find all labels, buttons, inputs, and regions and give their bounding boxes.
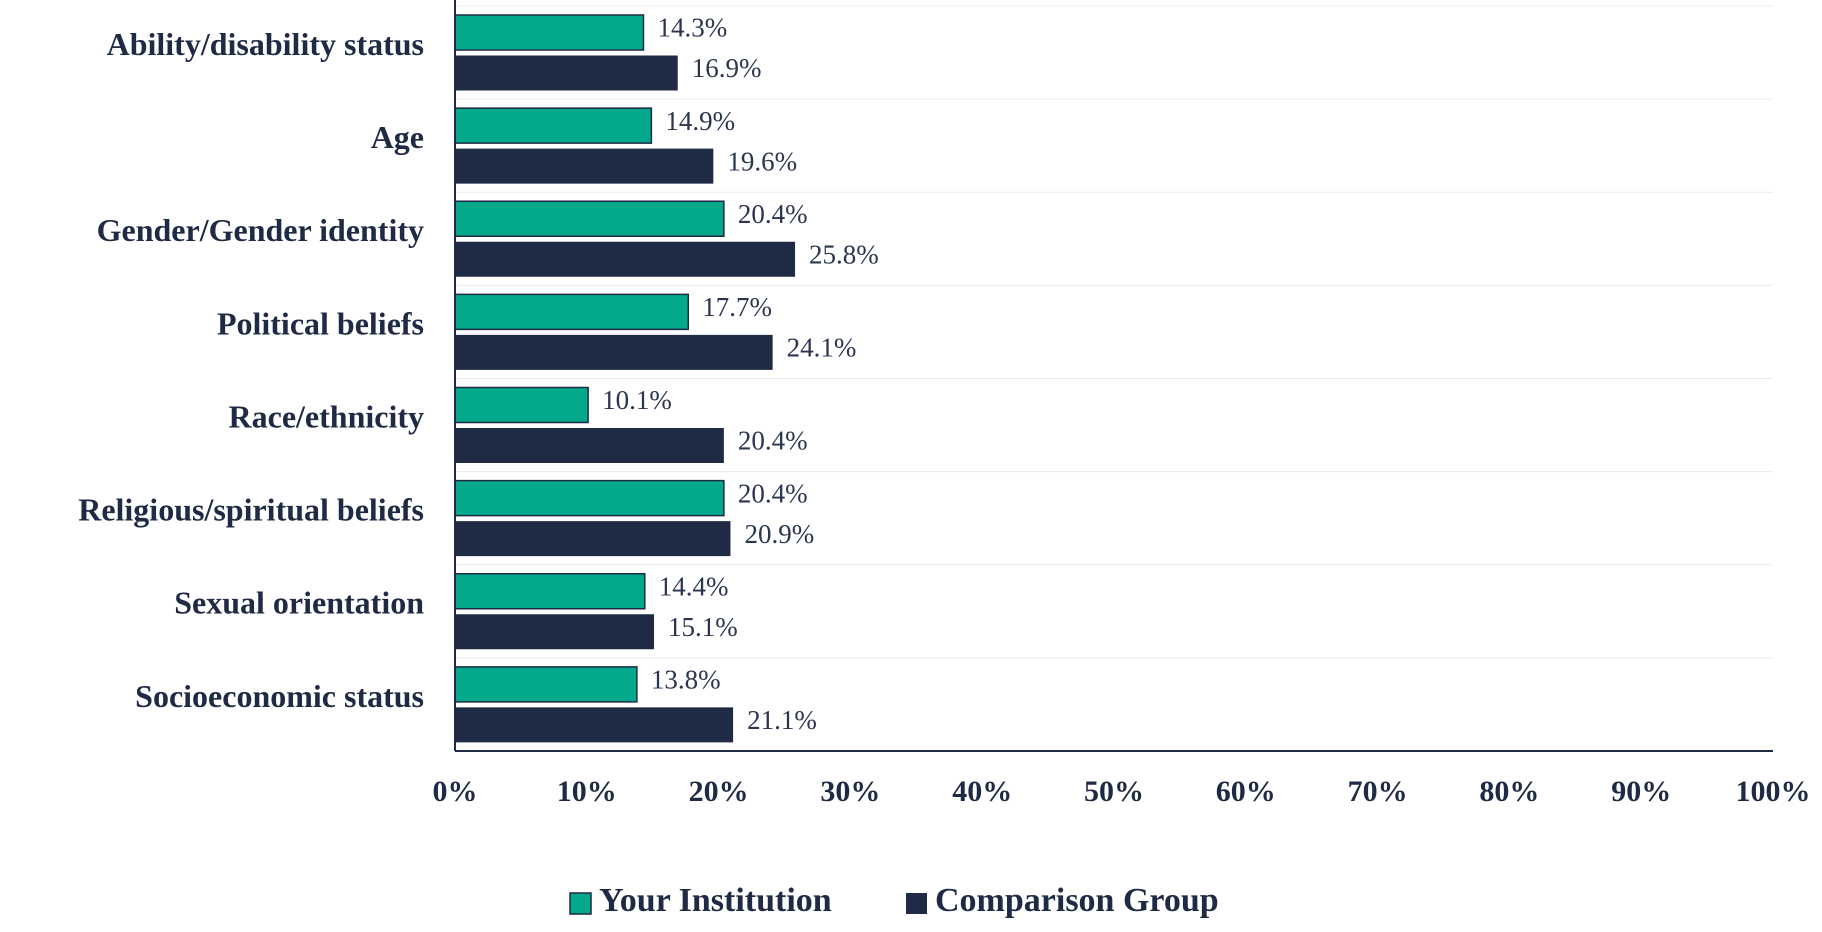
- x-tick-label: 80%: [1479, 775, 1539, 808]
- category-label: Socioeconomic status: [135, 678, 424, 714]
- bar: [454, 14, 645, 51]
- bar: [454, 107, 653, 144]
- category-label: Gender/Gender identity: [97, 212, 424, 248]
- bar: [455, 521, 731, 557]
- x-tick-label: 60%: [1216, 775, 1276, 808]
- value-label: 24.1%: [787, 333, 857, 363]
- value-label: 19.6%: [727, 146, 797, 176]
- bar: [455, 334, 773, 370]
- bar: [454, 479, 725, 517]
- category-label: Political beliefs: [217, 305, 424, 341]
- value-label: 25.8%: [809, 239, 879, 269]
- bar: [454, 573, 646, 610]
- category-label: Race/ethnicity: [229, 398, 425, 434]
- bar: [455, 241, 796, 277]
- bar: [455, 707, 734, 743]
- bar: [455, 614, 655, 650]
- value-label: 17.7%: [702, 292, 772, 322]
- legend-swatch: [569, 892, 592, 915]
- value-label: 20.4%: [738, 478, 808, 508]
- x-tick-label: 50%: [1084, 775, 1144, 808]
- bar: [454, 386, 589, 424]
- value-label: 21.1%: [747, 705, 817, 735]
- bar: [454, 200, 725, 237]
- legend-label: Comparison Group: [935, 882, 1219, 919]
- legend-label: Your Institution: [599, 882, 832, 919]
- category-label: Religious/spiritual beliefs: [78, 492, 424, 528]
- value-label: 14.3%: [657, 13, 727, 43]
- value-label: 14.9%: [665, 106, 735, 136]
- category-label: Age: [371, 119, 424, 155]
- x-tick-label: 70%: [1348, 775, 1408, 808]
- category-label: Sexual orientation: [174, 585, 424, 621]
- x-tick-label: 0%: [433, 775, 478, 808]
- x-tick-label: 100%: [1736, 775, 1811, 808]
- value-label: 20.9%: [744, 519, 814, 549]
- bar: [455, 148, 714, 184]
- legend-swatch: [906, 893, 927, 914]
- bar: [454, 666, 638, 703]
- x-tick-label: 20%: [689, 775, 749, 808]
- value-label: 13.8%: [651, 665, 721, 695]
- x-tick-label: 30%: [820, 775, 880, 808]
- bar: [455, 428, 724, 463]
- bar: [455, 55, 678, 91]
- x-tick-label: 10%: [557, 775, 617, 808]
- value-label: 20.4%: [738, 199, 808, 229]
- x-tick-label: 90%: [1611, 775, 1671, 808]
- value-label: 16.9%: [692, 53, 762, 83]
- value-label: 15.1%: [668, 612, 738, 642]
- value-label: 14.4%: [659, 571, 729, 601]
- value-label: 20.4%: [738, 426, 808, 456]
- bar: [454, 293, 690, 331]
- category-label: Ability/disability status: [107, 26, 424, 62]
- x-tick-label: 40%: [952, 775, 1012, 808]
- value-label: 10.1%: [602, 385, 672, 415]
